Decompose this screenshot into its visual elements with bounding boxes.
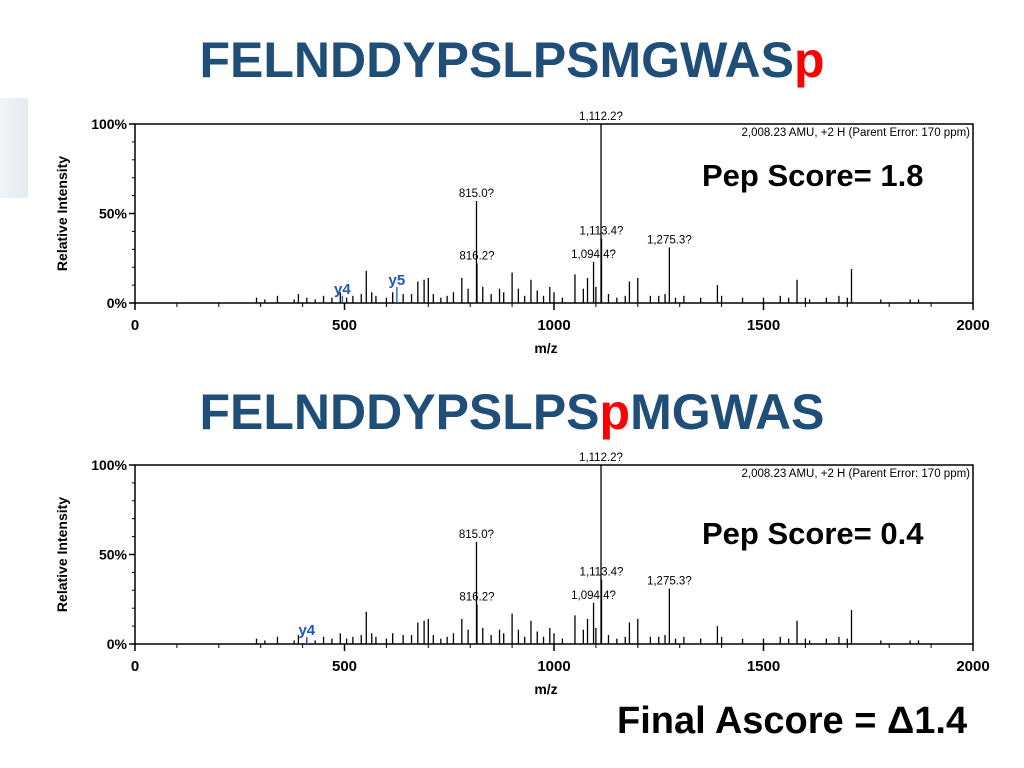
parent-info-text: 2,008.23 AMU, +2 H (Parent Error: 170 pp…: [741, 468, 970, 480]
peptide-sequence-title-2: FELNDDYPSLPSpMGWAS: [0, 382, 1024, 442]
peak-label: 816.2?: [459, 251, 494, 263]
peak-label: 1,112.2?: [579, 452, 623, 464]
peptide-sequence-title-1: FELNDDYPSLPSMGWASp: [0, 30, 1024, 90]
peak-label: 1,112.2?: [579, 111, 623, 123]
sequence-prefix: FELNDDYPSLPSMGWAS: [199, 32, 794, 88]
plot-frame: [134, 464, 974, 645]
y-axis-title: Relative Intensity: [54, 156, 70, 271]
peak-label: 816.2?: [459, 592, 494, 604]
pep-score-1: Pep Score= 1.8: [702, 158, 924, 193]
x-tick-label: 0: [131, 658, 139, 675]
x-axis-title: m/z: [534, 681, 557, 697]
plot-frame: [134, 123, 974, 304]
x-tick-label: 0: [131, 317, 139, 334]
x-tick-label: 1500: [747, 658, 780, 675]
y-tick-label: 100%: [91, 457, 127, 473]
peak-label: 1,094.4?: [571, 590, 616, 602]
x-tick-label: 2000: [956, 658, 989, 675]
ion-label: y4: [334, 281, 351, 298]
ion-label: y4: [298, 622, 315, 639]
x-tick-label: 500: [332, 317, 357, 334]
peak-label: 815.0?: [459, 188, 494, 200]
decorative-edge-mark: [0, 98, 28, 198]
x-axis-title: m/z: [534, 340, 557, 356]
x-tick-label: 1000: [537, 658, 570, 675]
parent-info-text: 2,008.23 AMU, +2 H (Parent Error: 170 pp…: [741, 127, 970, 139]
x-tick-label: 1000: [537, 317, 570, 334]
peak-label: 815.0?: [459, 529, 494, 541]
y-axis-title: Relative Intensity: [54, 497, 70, 612]
spectrum-chart-1: 0% 50% 100% 0 500 1000 1500 2000 m/z Relative Int…: [54, 111, 990, 356]
x-tick-label: 500: [332, 658, 357, 675]
pep-score-2: Pep Score= 0.4: [702, 516, 924, 551]
peak-label: 1,113.4?: [580, 226, 624, 238]
y-tick-label: 0%: [107, 636, 128, 652]
y-tick-label: 0%: [107, 295, 128, 311]
spectrum-chart-2: 0% 50% 100% 0 500 1000 1500 2000 m/z Relative Int…: [54, 452, 990, 697]
y-tick-label: 50%: [99, 206, 128, 222]
phospho-site-marker: p: [599, 384, 631, 440]
phospho-site-marker: p: [793, 32, 825, 88]
y-tick-label: 100%: [91, 116, 127, 132]
x-tick-label: 2000: [956, 317, 989, 334]
sequence-prefix: FELNDDYPSLPS: [199, 384, 600, 440]
y-tick-label: 50%: [99, 547, 128, 563]
peak-label: 1,275.3?: [647, 235, 692, 247]
peak-label: 1,094.4?: [571, 249, 616, 261]
x-tick-label: 1500: [747, 317, 780, 334]
peak-label: 1,275.3?: [647, 576, 692, 588]
final-ascore: Final Ascore = Δ1.4: [617, 700, 968, 742]
sequence-suffix: MGWAS: [630, 384, 825, 440]
ion-label: y5: [389, 272, 406, 289]
peak-label: 1,113.4?: [580, 567, 624, 579]
